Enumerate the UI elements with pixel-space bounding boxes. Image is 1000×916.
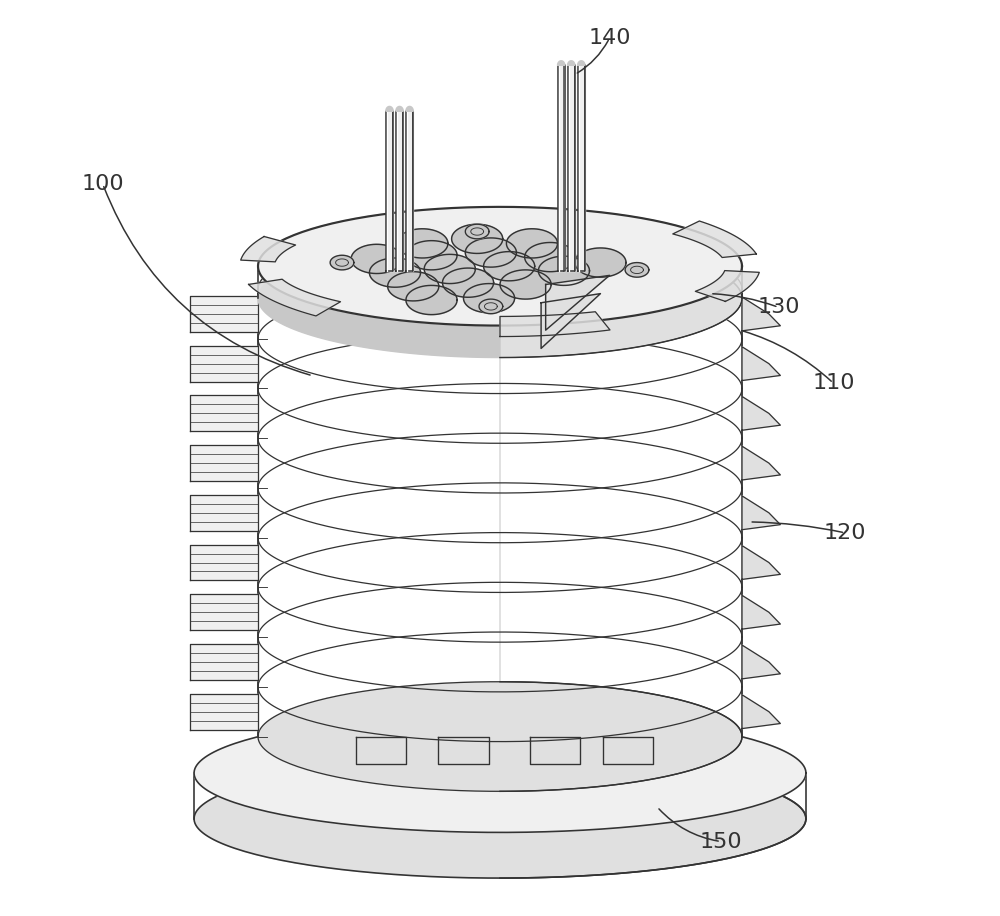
Polygon shape: [742, 496, 780, 529]
Polygon shape: [258, 682, 742, 791]
Polygon shape: [465, 238, 516, 267]
Polygon shape: [742, 347, 780, 380]
Polygon shape: [424, 255, 475, 284]
Polygon shape: [406, 106, 413, 111]
Polygon shape: [568, 60, 575, 65]
Polygon shape: [742, 694, 780, 728]
Polygon shape: [558, 65, 565, 271]
Polygon shape: [695, 270, 759, 301]
Polygon shape: [386, 106, 393, 111]
Polygon shape: [742, 595, 780, 629]
Polygon shape: [330, 256, 354, 270]
Polygon shape: [500, 311, 610, 336]
Polygon shape: [742, 397, 780, 431]
Polygon shape: [406, 286, 457, 314]
Polygon shape: [438, 736, 489, 764]
Polygon shape: [258, 234, 500, 791]
Polygon shape: [190, 594, 258, 630]
Text: 110: 110: [812, 373, 855, 393]
Polygon shape: [546, 276, 610, 330]
Polygon shape: [568, 65, 575, 271]
Polygon shape: [742, 645, 780, 679]
Polygon shape: [500, 234, 742, 791]
Polygon shape: [479, 300, 503, 313]
Text: 140: 140: [588, 27, 631, 48]
Polygon shape: [351, 245, 402, 274]
Polygon shape: [190, 345, 258, 382]
Polygon shape: [500, 207, 742, 357]
Polygon shape: [742, 546, 780, 580]
Polygon shape: [484, 252, 535, 281]
Polygon shape: [258, 207, 500, 357]
Polygon shape: [443, 268, 494, 298]
Polygon shape: [452, 224, 503, 254]
Polygon shape: [190, 644, 258, 680]
Polygon shape: [194, 714, 806, 833]
Text: 120: 120: [824, 523, 866, 543]
Polygon shape: [742, 297, 780, 331]
Polygon shape: [578, 60, 585, 65]
Polygon shape: [530, 736, 580, 764]
Polygon shape: [356, 736, 406, 764]
Polygon shape: [541, 294, 600, 348]
Polygon shape: [578, 65, 585, 271]
Text: 150: 150: [700, 832, 742, 852]
Polygon shape: [506, 229, 558, 258]
Polygon shape: [406, 111, 413, 271]
Polygon shape: [500, 270, 551, 300]
Polygon shape: [190, 296, 258, 332]
Polygon shape: [500, 714, 806, 878]
Polygon shape: [190, 495, 258, 530]
Polygon shape: [558, 60, 565, 65]
Polygon shape: [396, 111, 403, 271]
Polygon shape: [742, 446, 780, 480]
Polygon shape: [575, 248, 626, 278]
Polygon shape: [465, 224, 489, 239]
Polygon shape: [369, 258, 421, 288]
Polygon shape: [673, 221, 756, 257]
Polygon shape: [190, 545, 258, 581]
Polygon shape: [249, 279, 341, 316]
Polygon shape: [406, 241, 457, 270]
Polygon shape: [396, 106, 403, 111]
Polygon shape: [538, 256, 589, 286]
Polygon shape: [625, 263, 649, 278]
Polygon shape: [397, 229, 448, 258]
Polygon shape: [388, 272, 439, 301]
Polygon shape: [190, 396, 258, 431]
Text: 100: 100: [81, 174, 124, 194]
Polygon shape: [603, 736, 653, 764]
Polygon shape: [525, 243, 576, 272]
Polygon shape: [190, 445, 258, 481]
Polygon shape: [386, 111, 393, 271]
Polygon shape: [194, 759, 806, 878]
Polygon shape: [241, 236, 296, 262]
Polygon shape: [258, 207, 742, 325]
Polygon shape: [190, 693, 258, 729]
Polygon shape: [464, 284, 515, 312]
Text: 130: 130: [757, 298, 800, 317]
